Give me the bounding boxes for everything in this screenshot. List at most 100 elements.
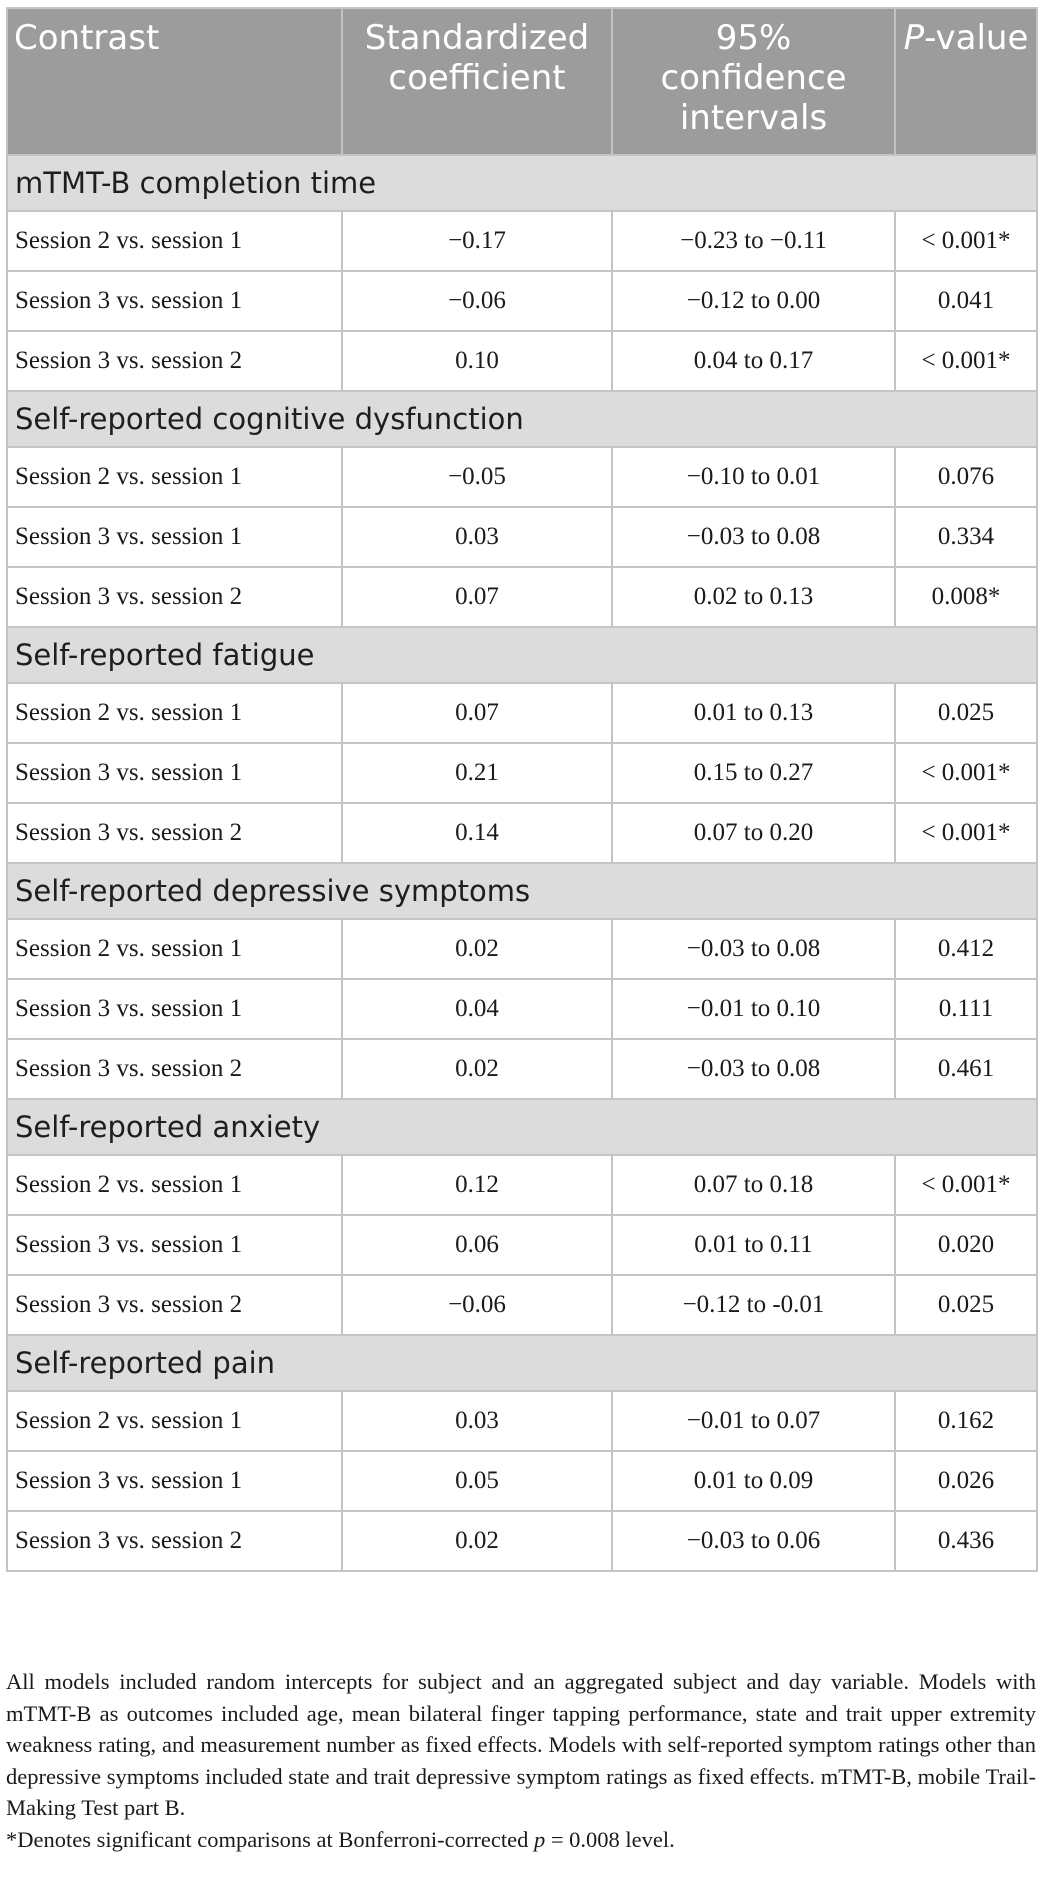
cell-ci: −0.12 to 0.00 bbox=[611, 270, 896, 332]
cell-p-value: 0.025 bbox=[894, 682, 1038, 744]
cell-contrast: Session 2 vs. session 1 bbox=[6, 682, 343, 744]
cell-p-value: 0.412 bbox=[894, 918, 1038, 980]
cell-p-value: 0.111 bbox=[894, 978, 1038, 1040]
cell-p-value: 0.162 bbox=[894, 1390, 1038, 1452]
cell-p-value: < 0.001* bbox=[894, 330, 1038, 392]
cell-p-value: 0.334 bbox=[894, 506, 1038, 568]
cell-p-value: < 0.001* bbox=[894, 802, 1038, 864]
header-standardized-coefficient: Standardized coefficient bbox=[341, 7, 613, 156]
cell-contrast: Session 3 vs. session 1 bbox=[6, 270, 343, 332]
section-title: Self-reported anxiety bbox=[6, 1098, 1038, 1156]
section-row: Self-reported depressive symptoms bbox=[6, 862, 1038, 920]
table-row: Session 3 vs. session 2 0.07 0.02 to 0.1… bbox=[6, 566, 1038, 628]
header-p-rest: -value bbox=[924, 18, 1029, 58]
table-row: Session 3 vs. session 2 0.02 −0.03 to 0.… bbox=[6, 1510, 1038, 1572]
cell-coefficient: 0.04 bbox=[341, 978, 613, 1040]
cell-coefficient: −0.17 bbox=[341, 210, 613, 272]
cell-contrast: Session 3 vs. session 1 bbox=[6, 1450, 343, 1512]
section-title: Self-reported cognitive dysfunction bbox=[6, 390, 1038, 448]
cell-contrast: Session 3 vs. session 2 bbox=[6, 566, 343, 628]
header-p-value: P-value bbox=[894, 7, 1038, 156]
cell-ci: 0.04 to 0.17 bbox=[611, 330, 896, 392]
cell-p-value: 0.008* bbox=[894, 566, 1038, 628]
cell-p-value: 0.076 bbox=[894, 446, 1038, 508]
cell-contrast: Session 2 vs. session 1 bbox=[6, 1390, 343, 1452]
section-title: mTMT-B completion time bbox=[6, 154, 1038, 212]
table-row: Session 3 vs. session 1 0.06 0.01 to 0.1… bbox=[6, 1214, 1038, 1276]
cell-ci: −0.03 to 0.08 bbox=[611, 1038, 896, 1100]
cell-ci: 0.07 to 0.20 bbox=[611, 802, 896, 864]
cell-ci: −0.10 to 0.01 bbox=[611, 446, 896, 508]
cell-ci: −0.03 to 0.06 bbox=[611, 1510, 896, 1572]
cell-coefficient: 0.02 bbox=[341, 1038, 613, 1100]
cell-contrast: Session 3 vs. session 1 bbox=[6, 1214, 343, 1276]
cell-ci: −0.01 to 0.07 bbox=[611, 1390, 896, 1452]
section-title: Self-reported depressive symptoms bbox=[6, 862, 1038, 920]
cell-p-value: 0.461 bbox=[894, 1038, 1038, 1100]
cell-coefficient: −0.05 bbox=[341, 446, 613, 508]
cell-coefficient: 0.07 bbox=[341, 566, 613, 628]
cell-ci: 0.02 to 0.13 bbox=[611, 566, 896, 628]
cell-coefficient: 0.03 bbox=[341, 1390, 613, 1452]
cell-p-value: 0.041 bbox=[894, 270, 1038, 332]
cell-coefficient: −0.06 bbox=[341, 270, 613, 332]
cell-contrast: Session 3 vs. session 2 bbox=[6, 330, 343, 392]
cell-contrast: Session 3 vs. session 1 bbox=[6, 742, 343, 804]
table-row: Session 3 vs. session 2 0.10 0.04 to 0.1… bbox=[6, 330, 1038, 392]
table-row: Session 3 vs. session 2 0.02 −0.03 to 0.… bbox=[6, 1038, 1038, 1100]
table-row: Session 3 vs. session 2 0.14 0.07 to 0.2… bbox=[6, 802, 1038, 864]
header-row: Contrast Standardized coefficient 95% co… bbox=[6, 7, 1038, 156]
cell-ci: 0.01 to 0.11 bbox=[611, 1214, 896, 1276]
header-confidence-intervals: 95% confidence intervals bbox=[611, 7, 896, 156]
section-title: Self-reported pain bbox=[6, 1334, 1038, 1392]
cell-contrast: Session 2 vs. session 1 bbox=[6, 210, 343, 272]
cell-contrast: Session 2 vs. session 1 bbox=[6, 446, 343, 508]
cell-contrast: Session 2 vs. session 1 bbox=[6, 918, 343, 980]
cell-ci: −0.12 to -0.01 bbox=[611, 1274, 896, 1336]
table-row: Session 3 vs. session 2 −0.06 −0.12 to -… bbox=[6, 1274, 1038, 1336]
cell-contrast: Session 2 vs. session 1 bbox=[6, 1154, 343, 1216]
table-row: Session 2 vs. session 1 0.07 0.01 to 0.1… bbox=[6, 682, 1038, 744]
results-table-container: Contrast Standardized coefficient 95% co… bbox=[6, 7, 1038, 1572]
cell-contrast: Session 3 vs. session 1 bbox=[6, 506, 343, 568]
footnote-sig-suffix: = 0.008 level. bbox=[545, 1826, 675, 1852]
cell-p-value: 0.436 bbox=[894, 1510, 1038, 1572]
cell-ci: 0.01 to 0.13 bbox=[611, 682, 896, 744]
cell-coefficient: 0.21 bbox=[341, 742, 613, 804]
cell-p-value: 0.026 bbox=[894, 1450, 1038, 1512]
cell-p-value: 0.025 bbox=[894, 1274, 1038, 1336]
footnote-significance: *Denotes significant comparisons at Bonf… bbox=[6, 1824, 1036, 1856]
footnote-sig-p: p bbox=[533, 1826, 546, 1852]
table-row: Session 2 vs. session 1 0.02 −0.03 to 0.… bbox=[6, 918, 1038, 980]
table-row: Session 3 vs. session 1 0.04 −0.01 to 0.… bbox=[6, 978, 1038, 1040]
cell-coefficient: 0.10 bbox=[341, 330, 613, 392]
footnote-main: All models included random intercepts fo… bbox=[6, 1669, 1036, 1820]
cell-ci: 0.07 to 0.18 bbox=[611, 1154, 896, 1216]
header-p-italic: P bbox=[903, 18, 925, 58]
table-row: Session 3 vs. session 1 −0.06 −0.12 to 0… bbox=[6, 270, 1038, 332]
cell-ci: −0.01 to 0.10 bbox=[611, 978, 896, 1040]
section-row: Self-reported pain bbox=[6, 1334, 1038, 1392]
section-title: Self-reported fatigue bbox=[6, 626, 1038, 684]
contrast-table: Contrast Standardized coefficient 95% co… bbox=[6, 7, 1038, 1572]
section-row: mTMT-B completion time bbox=[6, 154, 1038, 212]
cell-contrast: Session 3 vs. session 2 bbox=[6, 1038, 343, 1100]
cell-ci: −0.23 to −0.11 bbox=[611, 210, 896, 272]
cell-coefficient: 0.02 bbox=[341, 918, 613, 980]
cell-coefficient: 0.02 bbox=[341, 1510, 613, 1572]
cell-p-value: 0.020 bbox=[894, 1214, 1038, 1276]
cell-coefficient: 0.03 bbox=[341, 506, 613, 568]
table-row: Session 3 vs. session 1 0.05 0.01 to 0.0… bbox=[6, 1450, 1038, 1512]
cell-contrast: Session 3 vs. session 2 bbox=[6, 1510, 343, 1572]
cell-p-value: < 0.001* bbox=[894, 1154, 1038, 1216]
cell-ci: 0.15 to 0.27 bbox=[611, 742, 896, 804]
table-row: Session 2 vs. session 1 0.03 −0.01 to 0.… bbox=[6, 1390, 1038, 1452]
cell-p-value: < 0.001* bbox=[894, 210, 1038, 272]
table-row: Session 2 vs. session 1 0.12 0.07 to 0.1… bbox=[6, 1154, 1038, 1216]
cell-contrast: Session 3 vs. session 2 bbox=[6, 802, 343, 864]
table-row: Session 2 vs. session 1 −0.17 −0.23 to −… bbox=[6, 210, 1038, 272]
cell-coefficient: 0.12 bbox=[341, 1154, 613, 1216]
table-row: Session 3 vs. session 1 0.21 0.15 to 0.2… bbox=[6, 742, 1038, 804]
cell-ci: 0.01 to 0.09 bbox=[611, 1450, 896, 1512]
table-row: Session 3 vs. session 1 0.03 −0.03 to 0.… bbox=[6, 506, 1038, 568]
